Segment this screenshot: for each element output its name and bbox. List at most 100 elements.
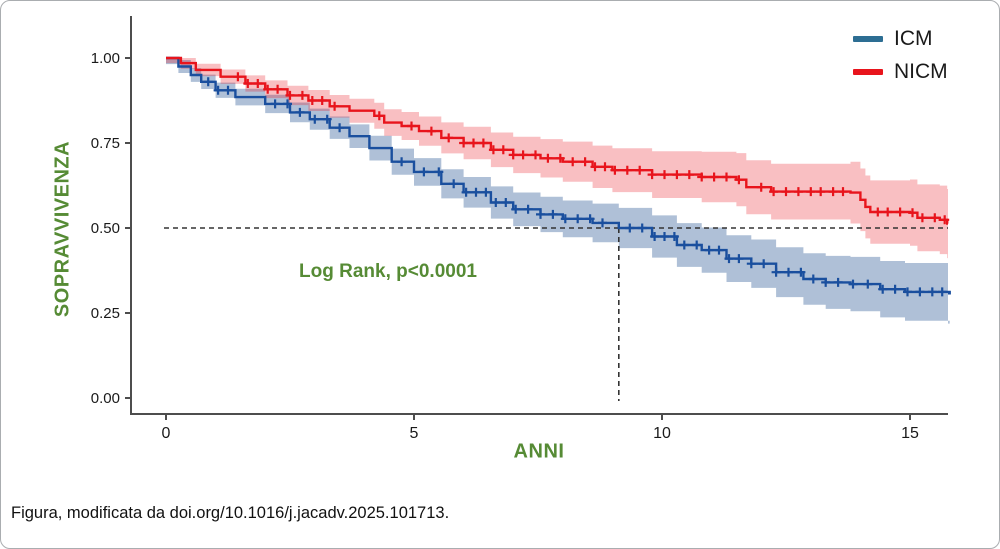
icm-confidence-band <box>166 58 950 324</box>
censor-tick <box>407 121 416 131</box>
censor-tick <box>307 96 317 105</box>
censor-tick <box>330 101 340 111</box>
censor-tick <box>908 208 917 218</box>
x-axis-title: ANNI <box>513 440 565 463</box>
censor-tick <box>709 172 719 182</box>
censor-tick <box>917 213 927 223</box>
censor-tick <box>660 170 669 180</box>
censor-tick <box>444 133 454 143</box>
censor-tick <box>610 165 620 175</box>
censor-tick <box>734 254 744 264</box>
censor-tick <box>243 79 253 88</box>
y-axis-title: SOPRAVVIVENZA <box>51 140 74 318</box>
censor-tick <box>833 277 843 287</box>
y-tick-label: 0.00 <box>91 390 120 407</box>
censor-tick <box>838 187 848 197</box>
x-tick-label: 0 <box>162 425 171 442</box>
censor-tick <box>915 287 925 297</box>
censor-tick <box>461 187 471 197</box>
censor-tick <box>722 172 731 182</box>
icm-line-swatch <box>853 36 883 42</box>
censor-tick <box>793 187 803 197</box>
censor-tick <box>273 84 283 94</box>
censor-tick <box>449 179 459 189</box>
x-tick-label: 5 <box>410 425 419 442</box>
censor-tick <box>285 90 295 100</box>
censor-tick <box>808 274 818 284</box>
chart-legend: ICM NICM <box>853 27 948 84</box>
censor-tick <box>580 157 590 167</box>
nicm-line-swatch <box>853 69 883 75</box>
censor-tick <box>469 138 478 148</box>
axes-lines <box>130 16 948 415</box>
censor-tick <box>548 209 558 219</box>
censor-tick <box>213 85 223 95</box>
censor-tick <box>295 107 305 117</box>
censor-tick <box>523 204 533 214</box>
censor-tick <box>203 77 213 87</box>
censor-tick <box>771 267 781 277</box>
censor-tick <box>759 259 769 269</box>
legend-item-icm: ICM <box>853 27 948 51</box>
censor-tick <box>704 245 714 255</box>
censor-tick <box>679 240 689 250</box>
censor-tick <box>335 123 345 133</box>
censor-tick <box>863 279 873 289</box>
censor-tick <box>684 170 694 180</box>
censor-tick <box>568 157 578 167</box>
censor-tick <box>927 287 937 297</box>
censor-tick <box>459 138 469 148</box>
censor-tick <box>816 187 826 197</box>
censor-tick <box>903 287 912 297</box>
censor-tick <box>560 214 570 224</box>
x-tick-label: 15 <box>901 425 919 442</box>
censor-tick <box>518 150 528 160</box>
censor-tick <box>746 259 756 269</box>
censor-tick <box>233 72 243 82</box>
censor-tick <box>637 223 647 233</box>
survival-chart: 1.00 0.75 0.50 0.25 0.00 0 5 10 15 <box>91 16 951 442</box>
censor-tick <box>940 215 950 225</box>
censor-tick <box>692 240 702 250</box>
y-tick-label: 0.75 <box>91 135 120 152</box>
censor-tick <box>647 170 657 180</box>
censor-tick <box>511 204 521 214</box>
censor-tick <box>895 207 905 217</box>
censor-tick <box>590 162 600 172</box>
censor-tick <box>555 153 565 163</box>
censor-tick <box>374 111 384 121</box>
censor-tick <box>672 170 682 180</box>
censor-tick <box>223 85 233 95</box>
y-tick-label: 0.50 <box>91 220 120 237</box>
censor-tick <box>714 245 724 255</box>
censor-tick <box>821 277 831 287</box>
censor-tick <box>697 172 707 182</box>
censor-tick <box>283 99 292 109</box>
censor-tick <box>784 267 793 277</box>
censor-tick <box>573 214 583 224</box>
censor-tick <box>434 167 444 177</box>
censor-tick <box>890 284 900 294</box>
figure-caption: Figura, modificata da doi.org/10.1016/j.… <box>11 504 450 522</box>
y-tick-label: 1.00 <box>91 50 120 67</box>
censor-tick <box>471 187 481 197</box>
censor-tick <box>491 198 501 207</box>
censor-tick <box>297 90 307 100</box>
censor-tick <box>724 254 734 264</box>
censor-tick <box>310 114 320 124</box>
censor-tick <box>498 145 508 155</box>
censor-tick <box>543 153 553 163</box>
censor-tick <box>536 209 545 219</box>
censor-tick <box>781 187 791 197</box>
censor-tick <box>769 187 779 197</box>
censor-tick <box>669 232 679 241</box>
censor-tick <box>756 182 766 192</box>
y-tick-label: 0.25 <box>91 305 120 322</box>
censor-tick <box>481 187 491 197</box>
censor-tick <box>883 207 893 217</box>
censor-tick <box>650 232 660 241</box>
censor-tick <box>585 214 595 224</box>
censor-tick <box>598 218 607 228</box>
legend-item-nicm: NICM <box>853 60 948 84</box>
